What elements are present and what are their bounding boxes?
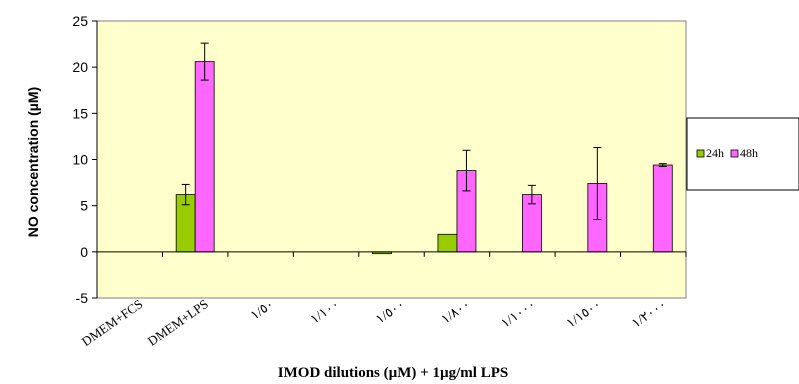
y-axis: -5 0 5 10 15 20 25 <box>72 13 98 306</box>
y-axis-title: NO concentration (µM) <box>25 87 41 237</box>
x-category-label: ١/٢٠٠٠ <box>629 296 669 330</box>
y-tick-label: 20 <box>72 59 88 75</box>
y-tick-label: -5 <box>76 290 89 306</box>
x-category-label: ١/١٠٠ <box>307 296 341 326</box>
bars-group <box>175 42 673 255</box>
x-category-label: ١/٨٠٠ <box>438 296 472 326</box>
x-category-label: ١/١٥٠٠ <box>563 296 603 330</box>
legend-box <box>686 117 799 191</box>
x-category-label: DMEM+FCS <box>79 296 146 349</box>
y-tick-label: 10 <box>72 152 88 168</box>
legend: 24h 48h <box>686 117 799 191</box>
legend-swatch-0 <box>696 149 705 158</box>
y-tick-label: 15 <box>72 105 88 121</box>
y-tick-label: 0 <box>80 244 88 260</box>
bar-48h-1 <box>194 61 215 253</box>
y-tick-label: 5 <box>80 198 88 214</box>
x-axis-title: IMOD dilutions (µM) + 1µg/ml LPS <box>278 365 508 381</box>
x-category-label: ١/٥٠ <box>248 296 277 322</box>
legend-label-0: 24h <box>706 146 724 160</box>
x-category-label: DMEM+LPS <box>145 296 211 349</box>
legend-swatch-1 <box>730 149 739 158</box>
legend-label-1: 48h <box>740 146 758 160</box>
bar-24h-5 <box>437 233 458 253</box>
x-category-label: ١/١٠٠٠ <box>498 296 538 330</box>
x-category-label: ١/٥٠٠ <box>373 296 407 326</box>
bar-48h-8 <box>652 164 673 253</box>
y-tick-label: 25 <box>72 13 88 29</box>
